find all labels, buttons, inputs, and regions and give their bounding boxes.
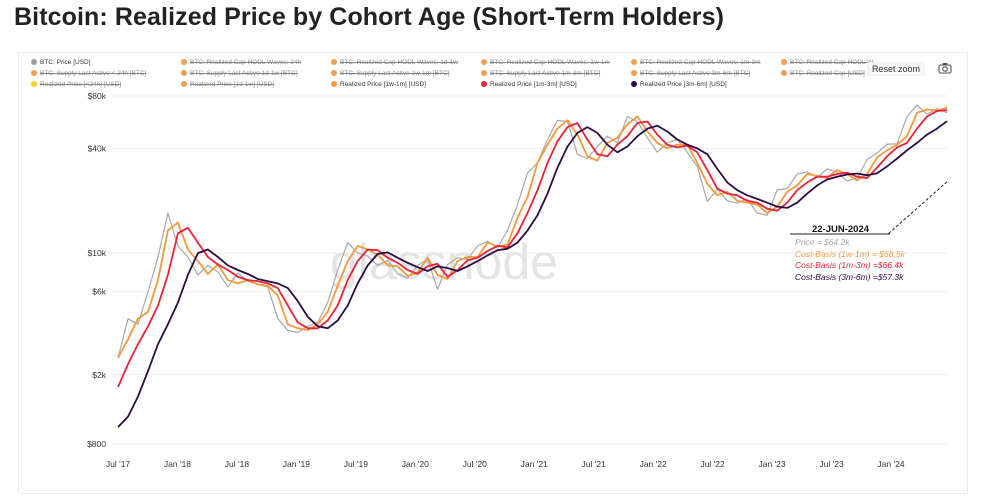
legend-item[interactable]: BTC: Realized Cap HODL Waves: 1w-1m [481, 59, 610, 67]
y-tick-label: $2k [92, 370, 106, 380]
legend-marker-icon [331, 70, 337, 76]
x-tick-label: Jan '23 [758, 459, 785, 469]
legend-marker-icon [631, 59, 637, 65]
x-axis: Jul '17 Jan '18 Jul '18 Jan '19 Jul '19 Jan '… [106, 459, 905, 469]
annotation-cost-basis-1w-1m: Cost-Basis (1w-1m) = $68.5k [795, 249, 906, 259]
legend-label: BTC: Realized Cap [USD] [790, 70, 865, 77]
legend-item[interactable]: BTC: Supply Last Active 1w-1m [BTC] [331, 70, 449, 78]
legend-label: BTC: Supply Last Active 3m-6m [BTC] [640, 70, 751, 77]
legend-marker-icon [181, 81, 187, 87]
x-tick-label: Jan '24 [877, 459, 904, 469]
legend-item[interactable]: BTC: Supply Last Active 1m-3m [BTC] [481, 70, 600, 78]
x-tick-label: Jul '17 [106, 459, 131, 469]
legend-marker-icon [481, 81, 487, 87]
legend-marker-icon [781, 59, 787, 65]
legend-marker-icon [31, 59, 37, 65]
legend-label: BTC: Supply Last Active 1m-3m [BTC] [490, 70, 601, 77]
x-tick-label: Jul '20 [463, 459, 488, 469]
legend-marker-icon [631, 81, 637, 87]
legend-marker-icon [481, 59, 487, 65]
legend-label: BTC: Realized Cap HODL Waves: 24h [190, 59, 302, 66]
x-tick-label: Jul '18 [225, 459, 250, 469]
x-tick-label: Jul '19 [344, 459, 369, 469]
legend-item[interactable]: BTC: Supply Last Active < 24h [BTC] [31, 70, 146, 78]
legend-item[interactable]: Realized Price [<24h] [USD] [31, 81, 121, 89]
legend-label: Realized Price [1w-1m] [USD] [340, 81, 426, 88]
reset-zoom-button[interactable]: Reset zoom [867, 62, 926, 76]
legend-label: Realized Price [1d-1w] [USD] [190, 81, 275, 88]
legend-item[interactable]: BTC: Realized Cap [USD] [781, 70, 865, 78]
grid-lines [112, 95, 947, 445]
legend-item[interactable]: Realized Price [1w-1m] [USD] [331, 81, 426, 89]
legend-marker-icon [331, 59, 337, 65]
legend-item[interactable]: Realized Price [3m-6m] [USD] [631, 81, 727, 89]
camera-icon[interactable] [938, 62, 952, 74]
legend-item[interactable]: BTC: Supply Last Active 1d-1w [BTC] [181, 70, 298, 78]
legend-item[interactable]: BTC: Realized Cap HODL W [781, 59, 873, 67]
legend-label: Realized Price [3m-6m] [USD] [640, 81, 727, 88]
legend-marker-icon [481, 70, 487, 76]
legend-label: BTC: Price [USD] [40, 59, 91, 66]
series-line [117, 109, 948, 388]
y-tick-label: $6k [92, 287, 106, 297]
annotation-box: 22-JUN-2024 Price = $64.2k Cost-Basis (1… [790, 181, 948, 282]
x-tick-label: Jul '23 [819, 459, 844, 469]
x-tick-label: Jan '21 [521, 459, 548, 469]
x-tick-label: Jan '20 [402, 459, 429, 469]
chart-frame: BTC: Price [USD] BTC: Realized Cap HODL W… [18, 52, 968, 494]
legend-item[interactable]: Realized Price [1m-3m] [USD] [481, 81, 577, 89]
annotation-leader-line [887, 181, 948, 235]
x-tick-label: Jan '22 [640, 459, 667, 469]
watermark-text: glassnode [330, 234, 558, 290]
x-tick-label: Jan '18 [164, 459, 191, 469]
annotation-cost-basis-1m-3m: Cost-Basis (1m-3m) =$66.4k [795, 260, 904, 270]
legend-marker-icon [181, 59, 187, 65]
legend-label: Realized Price [<24h] [USD] [40, 81, 122, 88]
legend-item[interactable]: BTC: Realized Cap HODL Waves: 1m-3m [631, 59, 761, 67]
annotation-cost-basis-3m-6m: Cost-Basis (3m-6m) =$57.3k [795, 272, 904, 282]
legend-label: Realized Price [1m-3m] [USD] [490, 81, 577, 88]
annotation-date: 22-JUN-2024 [812, 224, 870, 235]
annotation-price: Price = $64.2k [795, 237, 850, 247]
y-tick-label: $10k [88, 248, 107, 258]
legend-marker-icon [781, 70, 787, 76]
legend-marker-icon [31, 70, 37, 76]
legend-label: BTC: Supply Last Active < 24h [BTC] [40, 70, 147, 77]
series-line [117, 106, 948, 359]
legend-item[interactable]: BTC: Realized Cap HODL Waves: 1d-1w [331, 59, 458, 67]
page-title: Bitcoin: Realized Price by Cohort Age (S… [14, 3, 725, 31]
legend-label: BTC: Supply Last Active 1w-1m [BTC] [340, 70, 450, 77]
legend-item[interactable]: BTC: Price [USD] [31, 59, 91, 67]
legend-label: BTC: Supply Last Active 1d-1w [BTC] [190, 70, 298, 77]
legend-label: BTC: Realized Cap HODL Waves: 1d-1w [340, 59, 459, 66]
series-line [117, 120, 948, 428]
legend-item[interactable]: BTC: Supply Last Active 3m-6m [BTC] [631, 70, 750, 78]
legend-marker-icon [31, 81, 37, 87]
y-tick-label: $80k [88, 91, 107, 101]
legend-label: BTC: Realized Cap HODL W [790, 59, 874, 66]
legend-label: BTC: Realized Cap HODL Waves: 1m-3m [640, 59, 761, 66]
y-tick-label: $40k [88, 143, 107, 153]
legend-label: BTC: Realized Cap HODL Waves: 1w-1m [490, 59, 610, 66]
series-lines [117, 104, 948, 428]
legend-marker-icon [631, 70, 637, 76]
x-tick-label: Jan '19 [283, 459, 310, 469]
y-axis: $80k $40k $10k $6k $2k $800 [87, 91, 107, 449]
legend-item[interactable]: Realized Price [1d-1w] [USD] [181, 81, 274, 89]
legend-marker-icon [181, 70, 187, 76]
y-tick-label: $800 [87, 439, 106, 449]
x-tick-label: Jul '21 [582, 459, 607, 469]
x-tick-label: Jul '22 [700, 459, 725, 469]
legend-item[interactable]: BTC: Realized Cap HODL Waves: 24h [181, 59, 301, 67]
legend-marker-icon [331, 81, 337, 87]
